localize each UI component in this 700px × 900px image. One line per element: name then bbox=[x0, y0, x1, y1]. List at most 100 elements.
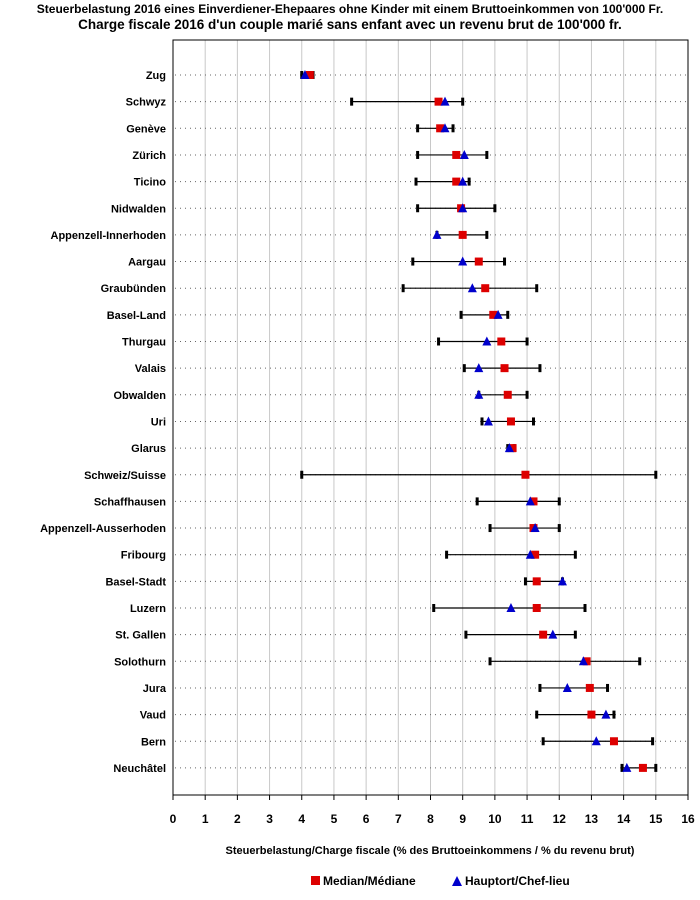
row-label-18: Fribourg bbox=[121, 550, 166, 562]
range-max-cap-24 bbox=[612, 710, 616, 719]
range-min-cap-23 bbox=[538, 683, 542, 692]
row-label-19: Basel-Stadt bbox=[105, 576, 166, 588]
median-marker-10 bbox=[497, 337, 506, 346]
range-min-cap-24 bbox=[535, 710, 539, 719]
row-label-4: Ticino bbox=[134, 177, 166, 189]
row-label-5: Nidwalden bbox=[111, 203, 166, 215]
capital-marker-2 bbox=[440, 123, 450, 133]
range-max-cap-6 bbox=[485, 230, 489, 239]
median-marker-13 bbox=[506, 417, 515, 426]
median-marker-15 bbox=[521, 470, 530, 479]
range-max-cap-8 bbox=[535, 284, 539, 293]
range-max-cap-3 bbox=[485, 150, 489, 159]
range-max-cap-11 bbox=[538, 364, 542, 373]
row-label-0: Zug bbox=[146, 70, 166, 82]
row-label-25: Bern bbox=[141, 736, 166, 748]
row-label-16: Schaffhausen bbox=[94, 496, 166, 508]
row-label-22: Solothurn bbox=[114, 656, 166, 668]
row-label-7: Aargau bbox=[128, 257, 166, 269]
x-tick-label-14: 14 bbox=[617, 812, 631, 826]
row-label-23: Jura bbox=[143, 683, 167, 695]
row-label-6: Appenzell-Innerhoden bbox=[51, 230, 167, 242]
row-label-13: Uri bbox=[151, 416, 166, 428]
range-min-cap-8 bbox=[401, 284, 405, 293]
range-max-cap-22 bbox=[638, 657, 642, 666]
capital-marker-20 bbox=[506, 603, 516, 612]
row-label-24: Vaud bbox=[140, 710, 166, 722]
x-tick-label-5: 5 bbox=[331, 812, 338, 826]
median-marker-21 bbox=[539, 630, 548, 639]
range-max-cap-16 bbox=[557, 497, 561, 506]
row-label-3: Zürich bbox=[132, 150, 166, 162]
capital-marker-14 bbox=[504, 443, 514, 453]
x-tick-label-0: 0 bbox=[170, 812, 177, 826]
range-max-cap-25 bbox=[651, 737, 655, 746]
row-label-1: Schwyz bbox=[126, 97, 167, 109]
range-min-cap-18 bbox=[445, 550, 449, 559]
range-max-cap-9 bbox=[506, 310, 510, 319]
range-min-cap-3 bbox=[416, 150, 420, 159]
range-min-cap-16 bbox=[475, 497, 479, 506]
range-min-cap-1 bbox=[350, 97, 354, 106]
capital-marker-26 bbox=[622, 762, 632, 772]
x-tick-label-12: 12 bbox=[553, 812, 567, 826]
capital-marker-9 bbox=[493, 309, 503, 319]
median-marker-22 bbox=[582, 657, 591, 666]
median-marker-9 bbox=[489, 310, 498, 319]
range-min-cap-7 bbox=[411, 257, 415, 266]
capital-marker-8 bbox=[467, 283, 477, 293]
legend-median-label: Median/Médiane bbox=[323, 874, 416, 888]
legend-median-marker bbox=[311, 876, 320, 885]
row-label-15: Schweiz/Suisse bbox=[84, 470, 166, 482]
range-max-cap-12 bbox=[525, 390, 529, 399]
row-label-21: St. Gallen bbox=[115, 630, 166, 642]
x-tick-label-2: 2 bbox=[234, 812, 241, 826]
range-min-cap-0 bbox=[300, 71, 304, 79]
median-marker-16 bbox=[529, 497, 538, 506]
x-tick-label-4: 4 bbox=[298, 812, 305, 826]
row-label-9: Basel-Land bbox=[107, 310, 166, 322]
median-marker-1 bbox=[434, 97, 443, 106]
range-max-cap-17 bbox=[557, 524, 561, 533]
range-min-cap-5 bbox=[416, 204, 420, 213]
capital-marker-21 bbox=[548, 629, 558, 639]
median-marker-18 bbox=[531, 550, 540, 559]
range-max-cap-7 bbox=[503, 257, 507, 266]
range-min-cap-26 bbox=[620, 763, 624, 772]
range-min-cap-20 bbox=[432, 604, 436, 612]
row-label-8: Graubünden bbox=[101, 283, 167, 295]
x-tick-label-13: 13 bbox=[585, 812, 599, 826]
range-max-cap-20 bbox=[583, 604, 587, 612]
x-tick-label-11: 11 bbox=[521, 812, 534, 826]
capital-marker-6 bbox=[432, 229, 442, 239]
range-min-cap-9 bbox=[459, 310, 463, 319]
range-min-cap-15 bbox=[300, 470, 304, 479]
row-label-14: Glarus bbox=[131, 443, 166, 455]
median-marker-14 bbox=[508, 444, 517, 453]
capital-marker-12 bbox=[474, 389, 484, 399]
x-tick-label-9: 9 bbox=[459, 812, 466, 826]
row-label-12: Obwalden bbox=[113, 390, 166, 402]
capital-marker-25 bbox=[591, 736, 601, 746]
x-tick-label-3: 3 bbox=[266, 812, 273, 826]
range-min-cap-10 bbox=[437, 337, 441, 346]
capital-marker-11 bbox=[474, 363, 484, 373]
median-marker-24 bbox=[587, 710, 596, 719]
x-tick-label-7: 7 bbox=[395, 812, 402, 826]
capital-marker-13 bbox=[483, 416, 493, 426]
range-max-cap-18 bbox=[573, 550, 577, 559]
capital-marker-24 bbox=[601, 709, 611, 719]
row-label-11: Valais bbox=[135, 363, 166, 375]
range-max-cap-4 bbox=[467, 177, 471, 186]
median-marker-4 bbox=[452, 177, 461, 186]
median-marker-2 bbox=[436, 124, 445, 133]
row-label-10: Thurgau bbox=[122, 337, 166, 349]
x-tick-label-15: 15 bbox=[649, 812, 663, 826]
capital-marker-3 bbox=[459, 149, 469, 159]
chart-titles: Steuerbelastung 2016 eines Einverdiener-… bbox=[0, 0, 700, 32]
row-label-20: Luzern bbox=[130, 603, 166, 615]
range-max-cap-23 bbox=[606, 683, 610, 692]
range-min-cap-4 bbox=[414, 177, 418, 186]
range-min-cap-17 bbox=[488, 524, 492, 533]
